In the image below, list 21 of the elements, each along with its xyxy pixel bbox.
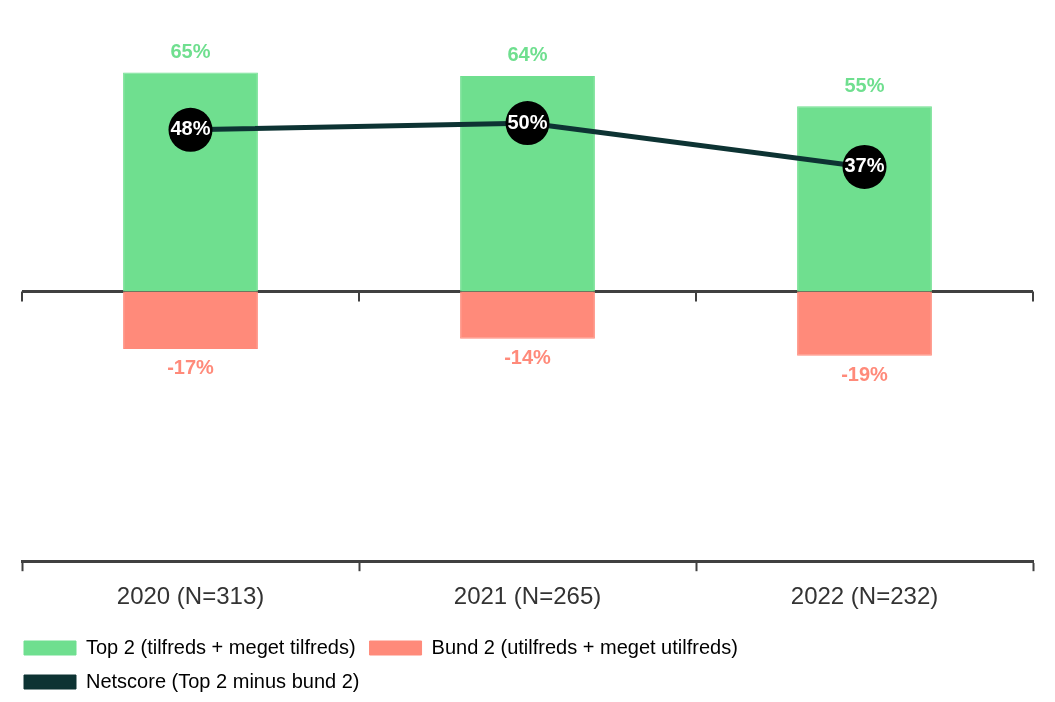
data-label: -19% xyxy=(841,363,889,386)
bar xyxy=(460,75,595,292)
bar xyxy=(123,291,258,349)
legend-label: Bund 2 (utilfreds + meget utilfreds) xyxy=(431,635,738,658)
x-tick-label: 2020 (N=313) xyxy=(116,582,265,610)
legend-label: Netscore (Top 2 minus bund 2) xyxy=(86,669,360,692)
data-label: 65% xyxy=(170,40,211,63)
data-label: 64% xyxy=(507,43,548,66)
data-label: -14% xyxy=(504,346,552,369)
data-label: -17% xyxy=(167,356,215,379)
x-tick-label: 2022 (N=232) xyxy=(790,582,939,610)
data-label: 37% xyxy=(844,154,885,177)
x-tick-label: 2021 (N=265) xyxy=(453,582,602,610)
bar xyxy=(797,291,932,356)
data-label: 50% xyxy=(507,110,548,133)
bar xyxy=(460,291,595,339)
legend-label: Top 2 (tilfreds + meget tilfreds) xyxy=(86,635,356,658)
bar xyxy=(123,72,258,292)
data-label: 55% xyxy=(844,73,885,96)
data-label: 48% xyxy=(170,117,211,140)
bar xyxy=(797,106,932,292)
